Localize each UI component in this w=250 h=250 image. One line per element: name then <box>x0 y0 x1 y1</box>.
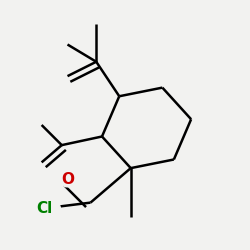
Text: O: O <box>61 172 74 187</box>
Ellipse shape <box>29 198 60 218</box>
Ellipse shape <box>59 172 76 187</box>
Text: Cl: Cl <box>36 201 53 216</box>
